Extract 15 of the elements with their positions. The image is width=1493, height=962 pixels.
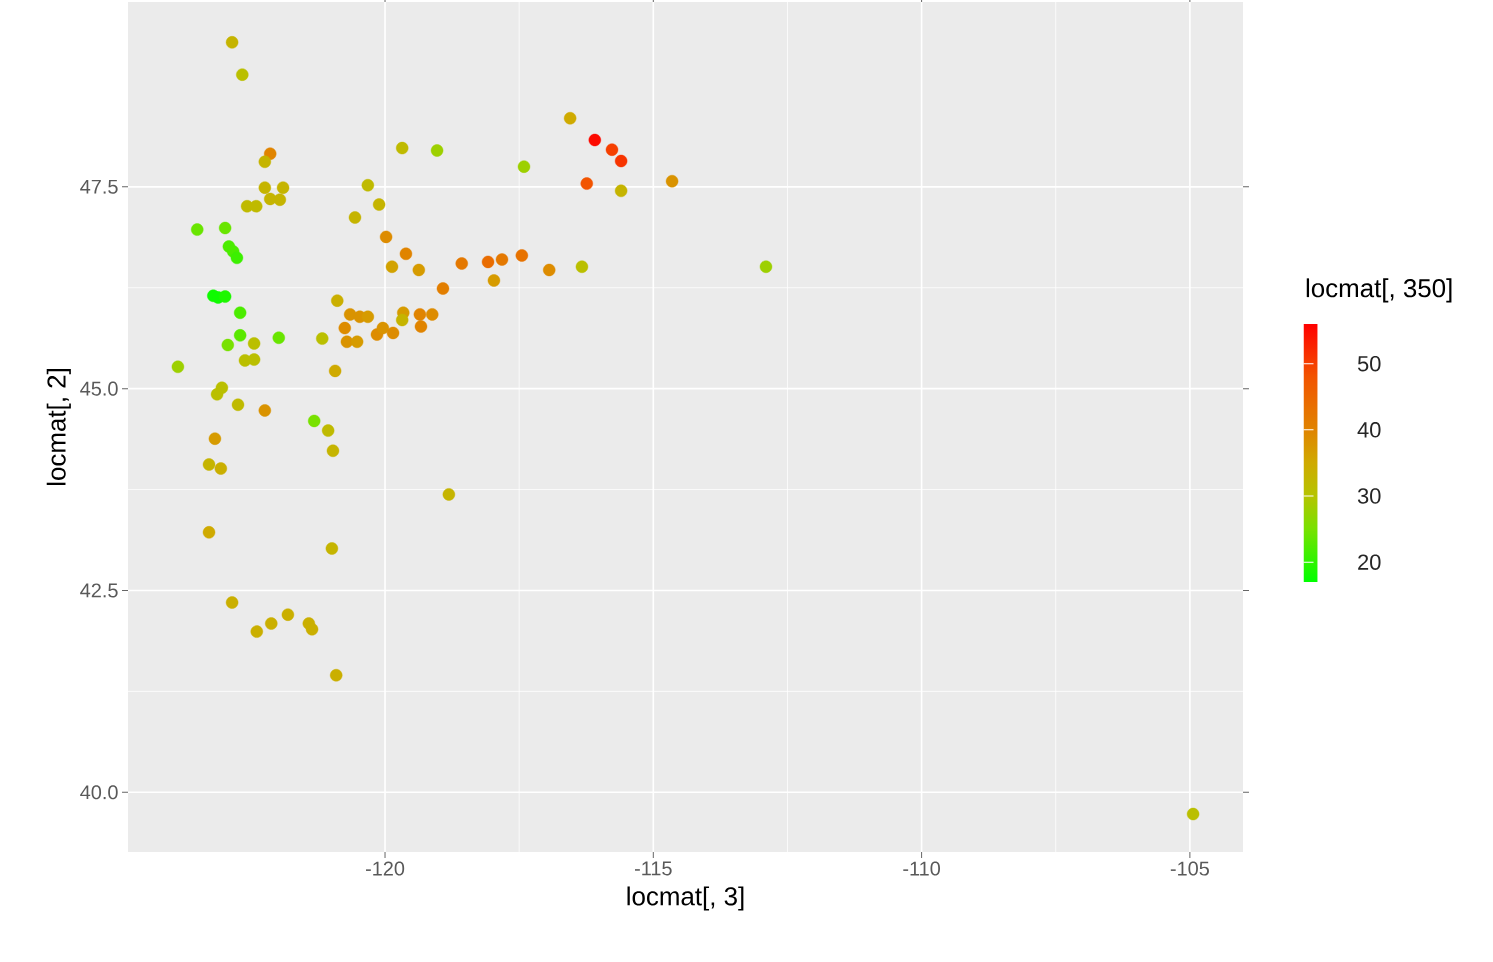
- x-axis-title: locmat[, 3]: [627, 886, 744, 911]
- y-tick-label: 45.0: [80, 381, 118, 396]
- x-tick-label: -105: [1170, 861, 1209, 876]
- color-bar-label: 20: [1358, 554, 1381, 570]
- color-bar-label: 50: [1357, 355, 1381, 372]
- y-axis-title: locmat[, 2]: [46, 369, 71, 485]
- x-tick-label: -120: [365, 861, 405, 876]
- color-bar-title: locmat[, 350]: [1306, 278, 1452, 303]
- x-tick-label: -110: [903, 861, 941, 876]
- color-bar-label: 40: [1357, 422, 1381, 438]
- y-tick-label: 40.0: [80, 785, 118, 800]
- y-tick-label: 47.5: [80, 179, 118, 194]
- color-bar-label: 30: [1357, 488, 1381, 504]
- y-tick-label: 42.5: [80, 583, 118, 598]
- x-tick-label: -115: [635, 861, 672, 876]
